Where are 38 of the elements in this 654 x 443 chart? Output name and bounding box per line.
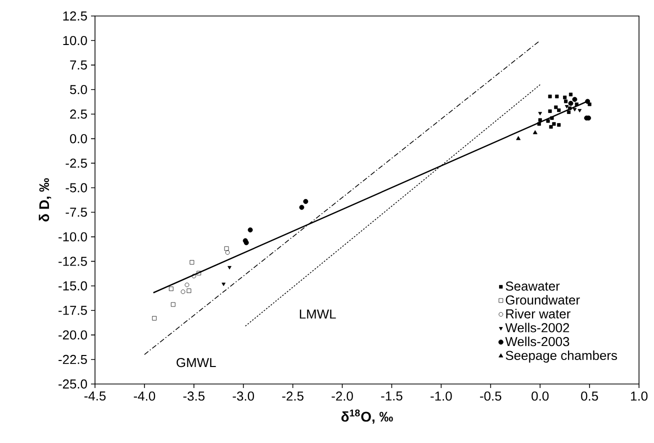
- y-tick-label: 2.5: [70, 110, 87, 119]
- y-tick-label: -25.0: [58, 379, 87, 389]
- legend-label: Seawater: [506, 282, 560, 291]
- x-tick-label: 0.0: [532, 392, 549, 401]
- y-tick-label: -12.5: [58, 256, 87, 266]
- y-tick-label: -20.0: [58, 330, 87, 340]
- y-axis-title: δ D, ‰: [38, 178, 52, 222]
- x-tick-label: -3.0: [232, 392, 254, 401]
- x-tick-label: 1.0: [630, 392, 648, 401]
- legend-label: Seepage chambers: [506, 350, 618, 363]
- legend-label: River water: [506, 308, 570, 318]
- x-tick-label: -4.5: [84, 392, 106, 401]
- y-tick-label: 10.0: [63, 36, 87, 46]
- x-tick-label: -2.5: [282, 392, 304, 401]
- y-tick-label: 12.5: [63, 11, 87, 21]
- x-axis-title: δ$^{18}$O, ‰: [341, 410, 393, 424]
- x-tick-label: -4.0: [134, 392, 156, 401]
- y-tick-label: -5.0: [66, 183, 87, 192]
- x-tick-label: -1.5: [381, 392, 402, 401]
- y-tick-label: -2.5: [66, 158, 87, 168]
- x-tick-label: -3.5: [183, 392, 205, 401]
- x-tick-label: -1.0: [430, 392, 452, 401]
- legend-label: Wells-2003: [505, 336, 570, 346]
- y-tick-label: -15.0: [58, 281, 87, 290]
- annotation: LMWL: [300, 310, 336, 319]
- x-tick-label: 0.5: [581, 392, 598, 401]
- x-tick-label: -0.5: [480, 392, 502, 401]
- y-tick-label: -7.5: [66, 208, 87, 217]
- x-tick-label: -2.0: [332, 392, 353, 401]
- y-tick-label: 0.0: [70, 134, 87, 144]
- y-tick-label: 7.5: [70, 60, 87, 70]
- y-tick-label: -10.0: [58, 232, 87, 242]
- legend-label: Groundwater: [506, 295, 580, 305]
- y-tick-label: 5.0: [70, 85, 87, 94]
- y-tick-label: -17.5: [58, 306, 87, 315]
- annotation: GMWL: [176, 358, 216, 368]
- y-tick-label: -22.5: [58, 354, 87, 364]
- legend-label: Wells-2002: [505, 322, 570, 332]
